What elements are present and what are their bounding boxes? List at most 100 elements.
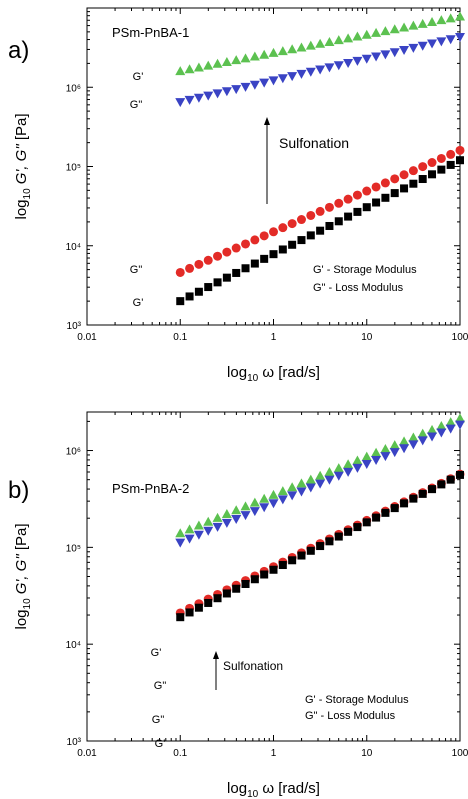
data-point: [249, 80, 260, 90]
data-point: [288, 556, 297, 565]
data-point: [352, 463, 363, 473]
data-point: [175, 528, 186, 538]
data-point: [204, 598, 213, 607]
data-point: [240, 82, 251, 92]
data-point: [408, 166, 418, 176]
y-tick-label: 10³: [67, 321, 82, 332]
data-point: [399, 22, 410, 32]
data-point: [268, 47, 279, 57]
series-sulf-Gpp: [175, 420, 465, 548]
data-point: [305, 474, 316, 484]
data-point: [203, 91, 214, 101]
data-point: [352, 56, 363, 66]
data-point: [305, 40, 316, 50]
data-point: [288, 240, 297, 249]
data-point: [436, 428, 447, 438]
data-point: [231, 515, 242, 525]
data-point: [184, 64, 195, 74]
data-point: [277, 486, 288, 496]
data-point: [380, 50, 391, 60]
data-point: [175, 66, 186, 76]
data-point: [343, 467, 354, 477]
y-axis-title: log10 G', G" [Pa]: [13, 523, 33, 629]
data-point: [193, 62, 204, 72]
data-point: [353, 207, 362, 216]
data-point: [445, 13, 456, 23]
data-point: [296, 478, 307, 488]
x-tick-label: 0.01: [77, 748, 97, 759]
data-point: [175, 98, 186, 108]
data-point: [389, 48, 400, 58]
series-unsulf-Gpp: [175, 145, 465, 277]
data-point: [361, 459, 372, 469]
x-tick-label: 0.1: [173, 332, 187, 343]
data-point: [399, 436, 410, 446]
data-point: [436, 37, 447, 47]
data-point: [455, 33, 465, 43]
data-point: [222, 247, 232, 257]
data-point: [305, 483, 316, 493]
data-point: [316, 542, 325, 551]
data-point: [315, 479, 326, 489]
data-point: [437, 165, 446, 174]
series-label: G': [133, 71, 144, 83]
x-tick-label: 100: [452, 332, 468, 343]
data-point: [417, 18, 428, 28]
data-point: [297, 236, 306, 245]
series-label: G': [133, 297, 144, 309]
data-point: [185, 292, 194, 301]
data-point: [278, 223, 288, 233]
y-tick-label: 10⁵: [66, 163, 81, 174]
data-point: [221, 518, 232, 528]
data-point: [241, 579, 250, 588]
y-tick-label: 10⁴: [66, 640, 81, 651]
data-point: [212, 89, 223, 99]
data-point: [446, 160, 455, 169]
data-point: [240, 511, 251, 521]
data-point: [427, 158, 437, 168]
data-point: [249, 51, 260, 61]
data-point: [287, 72, 298, 82]
data-point: [204, 283, 213, 292]
data-point: [259, 231, 269, 241]
y-tick-label: 10⁶: [66, 83, 81, 94]
data-point: [343, 59, 354, 69]
data-point: [381, 508, 390, 517]
data-point: [333, 61, 344, 71]
x-tick-label: 1: [271, 748, 277, 759]
data-point: [409, 494, 418, 503]
data-point: [268, 489, 279, 499]
legend-entry: G' - Storage Modulus: [305, 694, 409, 706]
data-point: [333, 463, 344, 473]
data-point: [184, 524, 195, 534]
data-point: [250, 575, 259, 584]
legend-entry: G" - Loss Modulus: [313, 282, 404, 294]
data-point: [269, 565, 278, 574]
y-tick-label: 10⁴: [66, 242, 81, 253]
data-point: [277, 495, 288, 505]
data-point: [324, 36, 335, 46]
data-point: [240, 53, 251, 63]
data-point: [232, 268, 241, 277]
data-point: [260, 570, 269, 579]
data-point: [324, 63, 335, 73]
data-point: [417, 428, 428, 438]
data-point: [269, 227, 278, 237]
data-point: [203, 526, 214, 536]
data-point: [436, 15, 447, 25]
series-sulf-Gp: [175, 413, 465, 538]
x-tick-label: 10: [361, 332, 373, 343]
data-point: [296, 215, 306, 225]
data-point: [325, 221, 334, 230]
data-point: [408, 43, 419, 53]
data-point: [334, 217, 343, 226]
data-point: [250, 259, 259, 268]
data-point: [428, 170, 437, 179]
data-point: [371, 182, 381, 192]
y-axis-title: log10 G', G" [Pa]: [13, 113, 33, 219]
data-point: [427, 17, 438, 27]
data-point: [409, 179, 418, 188]
data-point: [241, 264, 250, 273]
data-point: [418, 162, 428, 172]
